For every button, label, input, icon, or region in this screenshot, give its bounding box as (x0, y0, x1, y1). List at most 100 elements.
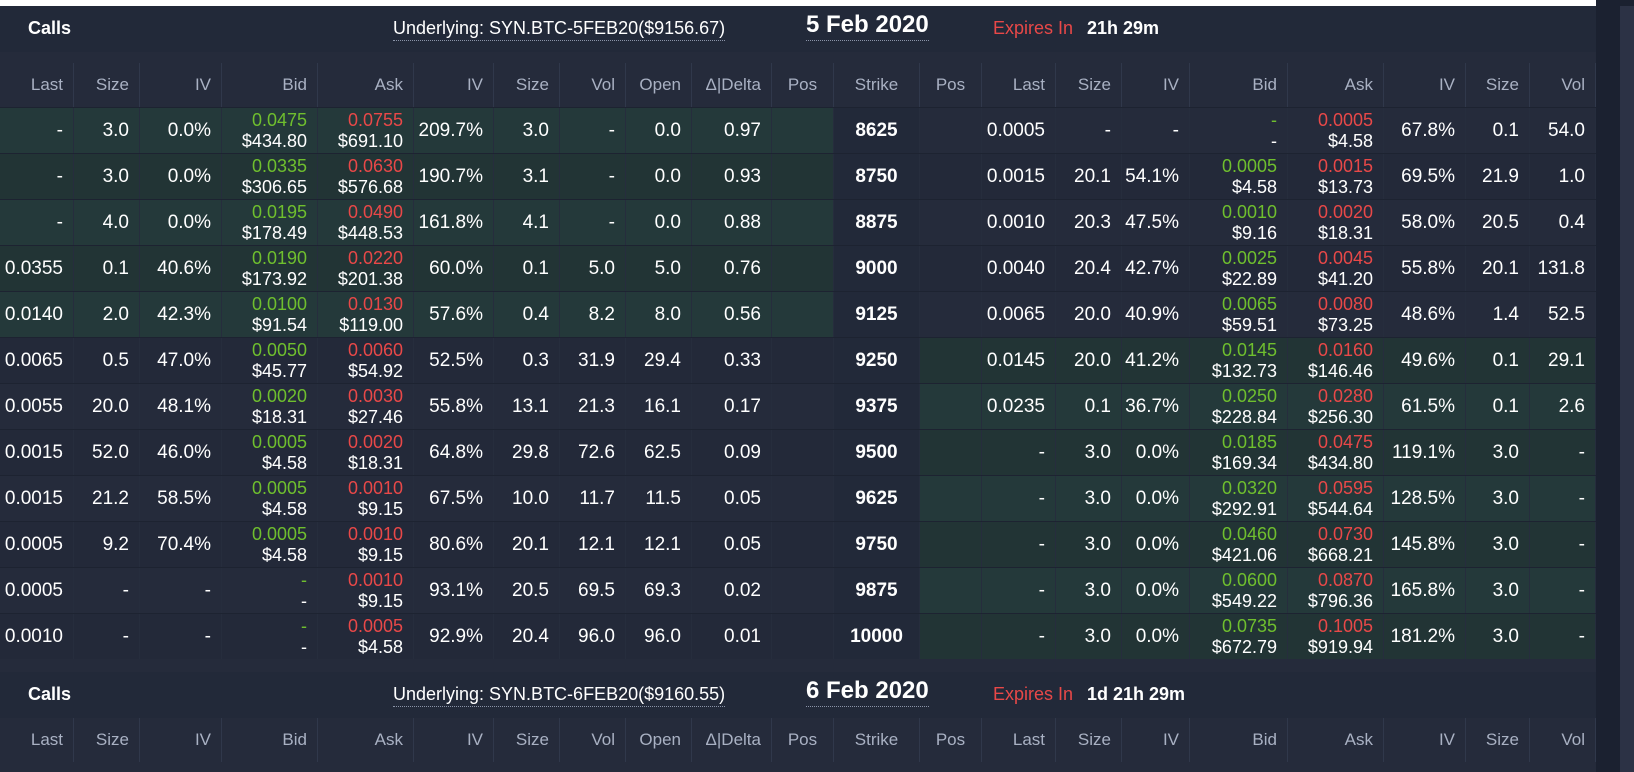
call-delta-cell[interactable]: 0.02 (692, 568, 772, 613)
bid-btc-price[interactable]: 0.0005 (251, 524, 307, 544)
option-row[interactable]: 0.0140 2.0 42.3% 0.0100 $91.54 0.0130 $119.00 5… (0, 291, 1596, 337)
column-header-put-iv[interactable]: IV (1384, 63, 1466, 107)
call-mark-iv-cell[interactable]: 161.8% (414, 200, 494, 245)
call-bid-cell[interactable]: 0.0005 $4.58 (222, 522, 318, 567)
call-mark-size-cell[interactable]: 20.5 (494, 568, 560, 613)
put-pos-cell[interactable] (920, 338, 982, 383)
strike-price[interactable]: 8875 (834, 200, 920, 245)
bid-usd-price[interactable]: $549.22 (1211, 591, 1277, 611)
strike-price[interactable]: 8625 (834, 108, 920, 153)
put-bid-cell[interactable]: 0.0010 $9.16 (1190, 200, 1288, 245)
put-mark-iv-cell[interactable]: 128.5% (1384, 476, 1466, 521)
column-header-put-size[interactable]: Size (1466, 63, 1530, 107)
bid-usd-price[interactable]: - (1271, 131, 1277, 151)
call-ask-cell[interactable]: 0.0130 $119.00 (318, 292, 414, 337)
bid-usd-price[interactable]: $132.73 (1211, 361, 1277, 381)
call-mark-size-cell[interactable]: 0.3 (494, 338, 560, 383)
call-ask-cell[interactable]: 0.0010 $9.15 (318, 568, 414, 613)
bid-btc-price[interactable]: 0.0005 (1221, 156, 1277, 176)
option-row[interactable]: 0.0010- - - -0.0005 $4.58 92.9% 20.4 96.0 96.0 0.… (0, 613, 1596, 659)
bid-usd-price[interactable]: $421.06 (1211, 545, 1277, 565)
put-last-cell[interactable]: 0.0145 (982, 338, 1056, 383)
call-last-cell[interactable]: 0.0015 (0, 430, 74, 475)
column-header-call-last[interactable]: Last (0, 63, 74, 107)
put-vol-cell[interactable]: 54.0 (1530, 108, 1596, 153)
call-delta-cell[interactable]: 0.76 (692, 246, 772, 291)
call-mark-iv-cell[interactable]: 60.0% (414, 246, 494, 291)
bid-usd-price[interactable]: $4.58 (261, 499, 307, 519)
bid-btc-price[interactable]: 0.0005 (251, 432, 307, 452)
ask-btc-price[interactable]: 0.0020 (347, 432, 403, 452)
call-ask-cell[interactable]: 0.0005 $4.58 (318, 614, 414, 659)
column-header-put-ask[interactable]: Ask (1288, 718, 1384, 762)
ask-btc-price[interactable]: 0.0060 (347, 340, 403, 360)
put-mark-iv-cell[interactable]: 58.0% (1384, 200, 1466, 245)
call-mark-size-cell[interactable]: 10.0 (494, 476, 560, 521)
put-pos-cell[interactable] (920, 246, 982, 291)
put-mark-size-cell[interactable]: 1.4 (1466, 292, 1530, 337)
put-ask-cell[interactable]: 0.0045 $41.20 (1288, 246, 1384, 291)
column-header-call-bid[interactable]: Bid (222, 63, 318, 107)
put-iv-cell[interactable]: 40.9% (1122, 292, 1190, 337)
put-bid-cell[interactable]: 0.0735 $672.79 (1190, 614, 1288, 659)
column-header-call-iv[interactable]: IV (140, 63, 222, 107)
call-open-cell[interactable]: 12.1 (626, 522, 692, 567)
option-row[interactable]: 0.0355 0.1 40.6% 0.0190 $173.92 0.0220 $201.38… (0, 245, 1596, 291)
put-size-cell[interactable]: 3.0 (1056, 614, 1122, 659)
call-ask-cell[interactable]: 0.0010 $9.15 (318, 522, 414, 567)
put-size-cell[interactable]: 20.3 (1056, 200, 1122, 245)
ask-btc-price[interactable]: 0.0490 (347, 202, 403, 222)
ask-usd-price[interactable]: $9.15 (357, 545, 403, 565)
call-last-cell[interactable]: 0.0355 (0, 246, 74, 291)
call-open-cell[interactable]: 0.0 (626, 154, 692, 199)
put-bid-cell[interactable]: 0.0025 $22.89 (1190, 246, 1288, 291)
call-last-cell[interactable]: 0.0065 (0, 338, 74, 383)
strike-price[interactable]: 9500 (834, 430, 920, 475)
call-iv-cell[interactable]: 46.0% (140, 430, 222, 475)
bid-usd-price[interactable]: $292.91 (1211, 499, 1277, 519)
call-bid-cell[interactable]: 0.0475 $434.80 (222, 108, 318, 153)
put-bid-cell[interactable]: 0.0250 $228.84 (1190, 384, 1288, 429)
call-last-cell[interactable]: - (0, 200, 74, 245)
put-ask-cell[interactable]: 0.0020 $18.31 (1288, 200, 1384, 245)
ask-usd-price[interactable]: $434.80 (1307, 453, 1373, 473)
call-size-cell[interactable]: 9.2 (74, 522, 140, 567)
put-iv-cell[interactable]: 0.0% (1122, 614, 1190, 659)
ask-btc-price[interactable]: 0.0010 (347, 524, 403, 544)
ask-usd-price[interactable]: $691.10 (337, 131, 403, 151)
put-bid-cell[interactable]: 0.0005 $4.58 (1190, 154, 1288, 199)
column-header-call-size[interactable]: Size (494, 718, 560, 762)
put-last-cell[interactable]: 0.0005 (982, 108, 1056, 153)
ask-btc-price[interactable]: 0.0005 (1317, 110, 1373, 130)
option-row[interactable]: 0.0055 20.0 48.1% 0.0020 $18.31 0.0030 $27.46 5… (0, 383, 1596, 429)
put-iv-cell[interactable]: 36.7% (1122, 384, 1190, 429)
column-header-put-last[interactable]: Last (982, 63, 1056, 107)
option-row[interactable]: 0.0005- - - -0.0010 $9.15 93.1% 20.5 69.5 69.3 0.… (0, 567, 1596, 613)
column-header-call-size[interactable]: Size (74, 718, 140, 762)
put-pos-cell[interactable] (920, 154, 982, 199)
put-vol-cell[interactable]: - (1530, 476, 1596, 521)
call-ask-cell[interactable]: 0.0630 $576.68 (318, 154, 414, 199)
put-size-cell[interactable]: 3.0 (1056, 568, 1122, 613)
put-vol-cell[interactable]: 29.1 (1530, 338, 1596, 383)
option-row[interactable]: -3.0 0.0% 0.0475 $434.80 0.0755 $691.10 209.7%… (0, 107, 1596, 153)
put-mark-iv-cell[interactable]: 145.8% (1384, 522, 1466, 567)
column-header-put-size[interactable]: Size (1056, 718, 1122, 762)
call-mark-size-cell[interactable]: 0.4 (494, 292, 560, 337)
ask-btc-price[interactable]: 0.0005 (347, 616, 403, 636)
put-iv-cell[interactable]: 0.0% (1122, 522, 1190, 567)
call-last-cell[interactable]: - (0, 108, 74, 153)
call-pos-cell[interactable] (772, 154, 834, 199)
call-mark-size-cell[interactable]: 13.1 (494, 384, 560, 429)
ask-btc-price[interactable]: 0.0630 (347, 156, 403, 176)
call-iv-cell[interactable]: 40.6% (140, 246, 222, 291)
call-mark-size-cell[interactable]: 29.8 (494, 430, 560, 475)
put-ask-cell[interactable]: 0.0595 $544.64 (1288, 476, 1384, 521)
call-mark-size-cell[interactable]: 4.1 (494, 200, 560, 245)
call-mark-iv-cell[interactable]: 80.6% (414, 522, 494, 567)
put-mark-size-cell[interactable]: 3.0 (1466, 476, 1530, 521)
expiry-date[interactable]: 5 Feb 2020 (806, 11, 929, 41)
ask-btc-price[interactable]: 0.1005 (1317, 616, 1373, 636)
call-size-cell[interactable]: 2.0 (74, 292, 140, 337)
call-size-cell[interactable]: 52.0 (74, 430, 140, 475)
